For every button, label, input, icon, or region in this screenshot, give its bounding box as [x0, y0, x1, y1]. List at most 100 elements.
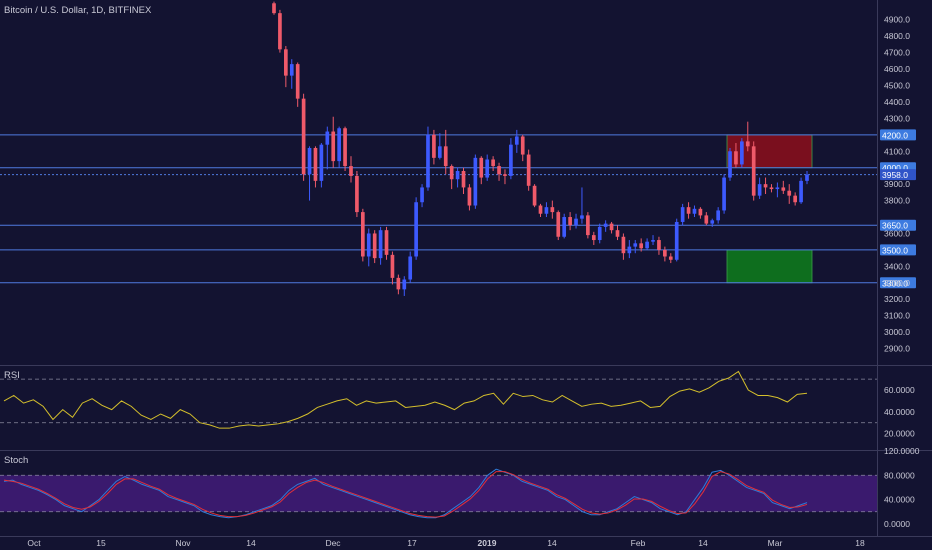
- price-tick-label: 4500.0: [884, 80, 910, 90]
- level-price-tag: [880, 219, 916, 231]
- candle-body: [799, 180, 803, 203]
- candle-body: [787, 190, 792, 196]
- candle-body: [686, 207, 691, 214]
- candle-body: [343, 128, 347, 167]
- rsi-tick-label: 20.0000: [884, 429, 915, 439]
- candle-body: [704, 215, 709, 224]
- candle: [556, 210, 561, 241]
- candle-body: [437, 146, 442, 158]
- candle: [355, 170, 359, 218]
- candle-body: [556, 212, 561, 237]
- candle: [633, 240, 638, 254]
- candle-body: [325, 131, 330, 145]
- price-tick-label: 2900.0: [884, 344, 910, 354]
- candle-body: [710, 220, 715, 224]
- candle-body: [390, 254, 395, 278]
- candle-body: [562, 217, 567, 237]
- price-tick-label: 3000.0: [884, 327, 910, 337]
- x-tick-label: Oct: [27, 538, 41, 548]
- candle: [615, 225, 620, 241]
- price-tick-label: 4300.0: [884, 113, 910, 123]
- candle: [668, 253, 673, 264]
- candle: [307, 146, 312, 201]
- candle-body: [520, 136, 525, 155]
- price-candles[interactable]: [272, 1, 809, 296]
- candle-body: [331, 131, 336, 162]
- stoch-tick-label: 80.0000: [884, 470, 915, 480]
- candle: [289, 59, 294, 89]
- price-tick-label: 4100.0: [884, 146, 910, 156]
- candle-body: [692, 208, 697, 214]
- candle: [532, 184, 537, 208]
- candle-body: [680, 207, 685, 222]
- candle: [313, 146, 318, 188]
- candle: [349, 156, 353, 183]
- candle: [787, 184, 792, 204]
- candle-body: [307, 147, 312, 175]
- rsi-pane[interactable]: [0, 370, 877, 429]
- candle-body: [349, 166, 353, 176]
- rsi-pane-title: RSI: [4, 370, 20, 381]
- candle: [568, 212, 572, 231]
- grid: [0, 0, 932, 537]
- candle-body: [740, 141, 744, 165]
- level-price-tag: [880, 277, 916, 289]
- candle: [716, 207, 721, 224]
- stoch-band-fill: [0, 475, 877, 512]
- candle-body: [568, 217, 572, 226]
- candle-body: [734, 151, 738, 165]
- candle-body: [497, 166, 501, 175]
- candle: [284, 46, 288, 88]
- x-tick-label: 14: [246, 538, 256, 548]
- candle-body: [550, 207, 555, 213]
- candle-body: [633, 243, 638, 247]
- candle-body: [651, 240, 655, 242]
- candle-body: [574, 218, 578, 226]
- candle-body: [603, 223, 608, 227]
- candle: [651, 235, 655, 245]
- x-tick-label: Mar: [768, 538, 783, 548]
- candle: [402, 276, 407, 296]
- candle-body: [467, 187, 472, 206]
- chart-title: Bitcoin / U.S. Dollar, 1D, BITFINEX: [4, 5, 152, 16]
- candle-body: [591, 235, 596, 241]
- stoch-pane[interactable]: [0, 468, 877, 519]
- candle: [538, 203, 543, 218]
- candle: [467, 184, 472, 211]
- candle: [461, 167, 466, 195]
- candle: [497, 162, 501, 181]
- candle-body: [657, 240, 661, 250]
- candle: [337, 126, 341, 168]
- stoch-tick-label: 0.0000: [884, 519, 910, 529]
- stoch-k-line: [3, 468, 808, 519]
- candle: [757, 177, 762, 199]
- candle-body: [384, 230, 389, 255]
- x-tick-label: Dec: [325, 538, 341, 548]
- candle-body: [426, 134, 430, 188]
- candle-body: [597, 226, 602, 241]
- candle: [603, 220, 608, 232]
- price-tick-label: 3300.0: [884, 278, 910, 288]
- candle: [503, 169, 507, 185]
- candle: [408, 251, 413, 283]
- candle: [745, 121, 750, 152]
- candle: [550, 200, 555, 219]
- candle-body: [775, 187, 780, 190]
- candle: [597, 223, 602, 244]
- price-tick-label: 3100.0: [884, 311, 910, 321]
- price-tick-label: 3600.0: [884, 228, 910, 238]
- candle: [645, 238, 649, 250]
- x-tick-label: 18: [855, 538, 865, 548]
- candle: [432, 129, 436, 165]
- price-tick-label: 4900.0: [884, 15, 910, 25]
- candle: [751, 141, 756, 201]
- candle-body: [514, 136, 519, 145]
- candle: [384, 226, 389, 260]
- horizontal-levels[interactable]: 4200.0 4000.0 3650.0 3500.0 3300.0 3958.0: [0, 129, 916, 289]
- candle-body: [674, 221, 679, 260]
- candle: [621, 233, 626, 260]
- candle: [372, 230, 377, 264]
- candle: [426, 126, 430, 191]
- candle: [692, 205, 697, 218]
